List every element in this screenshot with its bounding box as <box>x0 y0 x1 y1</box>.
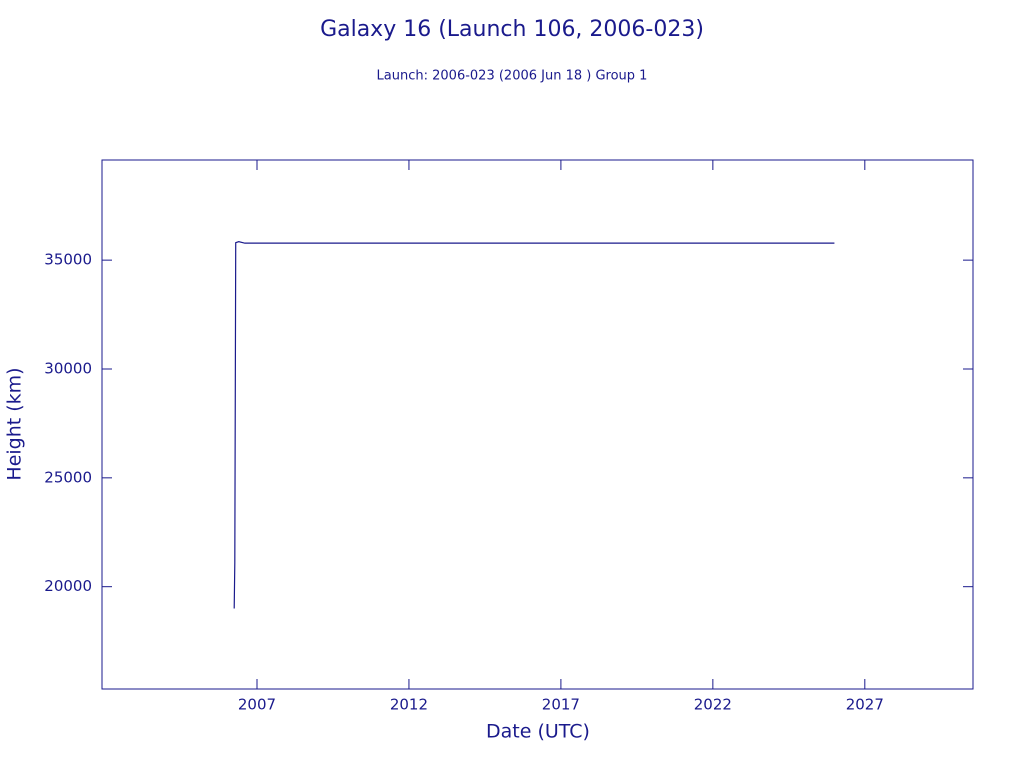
x-tick-label: 2017 <box>542 696 580 714</box>
chart-subtitle: Launch: 2006-023 (2006 Jun 18 ) Group 1 <box>377 69 648 84</box>
x-tick-label: 2012 <box>390 696 428 714</box>
y-tick-label: 35000 <box>44 251 92 269</box>
x-tick-label: 2027 <box>846 696 884 714</box>
x-tick-label: 2022 <box>694 696 732 714</box>
y-tick-label: 30000 <box>44 359 92 377</box>
plot-frame <box>101 159 974 690</box>
data-line <box>233 241 835 609</box>
y-tick-label: 20000 <box>44 577 92 595</box>
y-axis-label: Height (km) <box>4 367 26 480</box>
x-axis-label: Date (UTC) <box>486 721 590 743</box>
y-tick-label: 25000 <box>44 468 92 486</box>
chart-title: Galaxy 16 (Launch 106, 2006-023) <box>320 17 704 42</box>
x-tick-label: 2007 <box>238 696 276 714</box>
